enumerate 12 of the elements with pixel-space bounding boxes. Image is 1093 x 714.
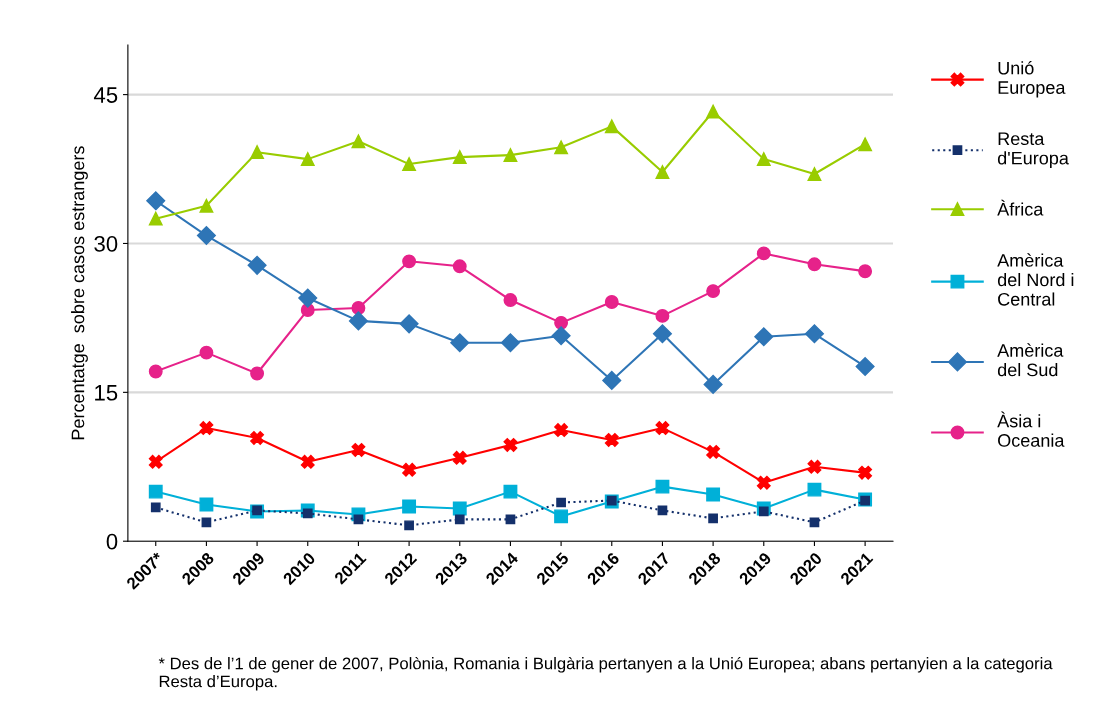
legend-label: Resta d'Europa: [997, 132, 1069, 169]
legend-label: Àfrica: [997, 199, 1044, 216]
y-tick-label: 30: [94, 236, 118, 252]
legend-label: Àsia i Oceania: [997, 411, 1065, 447]
y-tick-label: 45: [93, 87, 118, 103]
text: * Des de l’1 de gener de 2007, Polònia, Romania i Bulgària pertanyen a la Unió Europea; abans pertanyien a la categoria Resta d’Europa.: [158, 656, 1053, 691]
legend-label: Amèrica del Nord i Central: [997, 253, 1074, 306]
y-tick-label: 15: [95, 385, 118, 401]
legend-label: Unió Europea: [998, 61, 1066, 98]
y-axis-title: Percentatge sobre casos estrangers: [71, 146, 88, 440]
y-tick-label: 0: [106, 533, 118, 550]
legend-label: Amèrica del Sud: [997, 343, 1064, 377]
